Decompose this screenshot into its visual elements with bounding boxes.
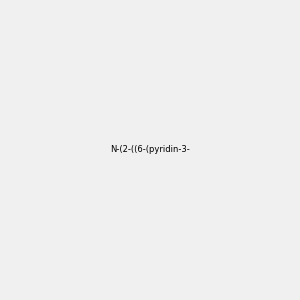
Text: N-(2-((6-(pyridin-3-: N-(2-((6-(pyridin-3- xyxy=(110,146,190,154)
